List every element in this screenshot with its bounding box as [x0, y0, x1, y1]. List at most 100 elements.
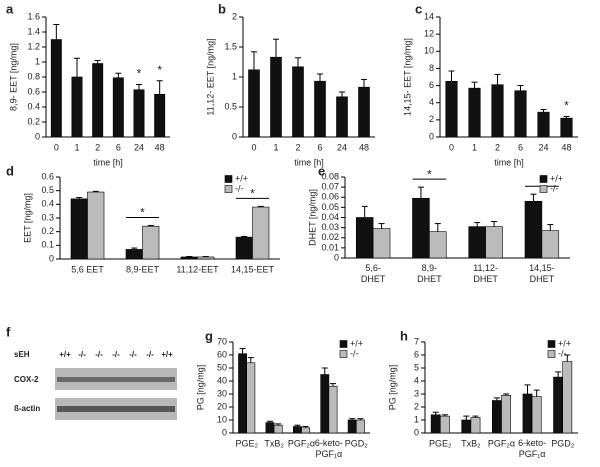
- error-bar: [275, 423, 282, 426]
- error-bar: [295, 57, 301, 67]
- y-tick-label: 0: [49, 253, 54, 263]
- error-bar: [547, 224, 554, 231]
- x-tick-label: 24: [134, 142, 144, 152]
- y-axis-label: 11,12- EET [ng/mg]: [205, 38, 215, 115]
- y-axis-label: EET [ng/mg]: [22, 193, 32, 243]
- error-bar: [555, 371, 562, 378]
- error-bar: [74, 57, 80, 77]
- significance-star: *: [250, 187, 255, 201]
- error-bar: [417, 186, 424, 199]
- bar: [491, 84, 504, 138]
- error-bar: [156, 80, 163, 95]
- error-bar: [533, 389, 540, 397]
- legend-swatch: [224, 185, 233, 193]
- legend-label: +/+: [550, 173, 563, 183]
- error-bar: [357, 418, 364, 420]
- x-tick-label: 5,6 EET: [71, 264, 104, 274]
- error-bar: [76, 197, 83, 199]
- legend-label: -/-: [350, 348, 359, 358]
- error-bar: [251, 51, 257, 70]
- error-bar: [361, 205, 368, 218]
- x-tick-label: 2: [495, 142, 500, 152]
- bar: [470, 417, 481, 434]
- y-axis-label: DHET [ng/mg]: [307, 189, 317, 246]
- y-tick-label: 5: [414, 362, 419, 372]
- bar: [292, 66, 304, 138]
- x-tick-label: 6: [116, 142, 121, 152]
- error-bar: [115, 72, 122, 78]
- y-tick-label: 4: [414, 375, 419, 385]
- x-tick-label: 2: [95, 142, 100, 152]
- x-tick-label: 24: [337, 142, 347, 152]
- error-bar: [266, 420, 273, 423]
- x-tick-label: 0: [449, 142, 454, 152]
- x-tick-label: 6-keto-PGF₁α: [518, 438, 546, 459]
- significance-star: *: [427, 167, 432, 181]
- error-bar: [564, 354, 571, 362]
- bar: [133, 89, 145, 138]
- y-tick-label: 0.04: [321, 212, 339, 222]
- bar: [485, 226, 503, 259]
- error-bar: [136, 84, 142, 90]
- error-bar: [361, 78, 367, 88]
- error-bar: [517, 85, 524, 91]
- bar: [430, 414, 441, 434]
- y-axis-label: PG [ng/mg]: [195, 365, 205, 411]
- error-bar: [471, 81, 478, 89]
- x-tick-label: 0: [54, 142, 59, 152]
- label-line: 6-keto-: [315, 438, 343, 448]
- y-tick-label: 1.5: [224, 41, 237, 51]
- y-tick-label: 0.06: [321, 192, 339, 202]
- error-bar: [330, 383, 337, 387]
- y-tick-label: 12: [424, 29, 434, 39]
- y-tick-label: 1.2: [27, 41, 40, 51]
- panel-label: a: [6, 1, 14, 16]
- bar: [524, 201, 543, 259]
- band-label: ß-actin: [14, 404, 40, 413]
- y-tick-label: 1: [232, 71, 237, 81]
- lane-label: -/-: [112, 350, 120, 359]
- error-bar: [463, 415, 470, 420]
- bar: [501, 394, 511, 434]
- x-tick-label: 8,9-DHET: [417, 263, 442, 284]
- x-tick-label: TxB₂: [264, 438, 284, 448]
- legend-swatch: [224, 175, 233, 183]
- bar: [445, 80, 458, 138]
- bar: [301, 427, 311, 434]
- y-axis-label: 8,9- EET [ng/mg]: [8, 43, 18, 111]
- blot-band: [57, 406, 175, 412]
- y-tick-label: 40: [217, 375, 227, 385]
- label-line: 6-keto-: [518, 438, 546, 448]
- bar: [531, 396, 542, 434]
- error-bar: [247, 357, 254, 363]
- bar: [142, 225, 160, 260]
- error-bar: [302, 426, 309, 428]
- bar: [468, 226, 486, 259]
- y-tick-label: 10: [217, 414, 227, 424]
- bar: [355, 419, 365, 434]
- y-tick-label: 0.4: [27, 101, 40, 111]
- significance-star: *: [140, 206, 145, 220]
- y-tick-label: 7: [414, 336, 419, 346]
- error-bar: [321, 367, 328, 375]
- bar: [439, 415, 450, 434]
- y-tick-label: 1: [414, 414, 419, 424]
- error-bar: [441, 414, 448, 417]
- bar: [70, 198, 88, 260]
- error-bar: [503, 393, 510, 396]
- legend-label: -/-: [235, 183, 244, 193]
- x-axis-label: time [h]: [93, 157, 123, 167]
- bar: [112, 77, 124, 138]
- bar: [429, 231, 447, 259]
- error-bar: [540, 109, 547, 113]
- error-bar: [434, 223, 441, 232]
- y-tick-label: 1: [35, 56, 40, 66]
- label-line: DHET: [361, 274, 386, 284]
- panel-label: c: [415, 1, 422, 16]
- bar: [235, 236, 253, 260]
- y-tick-label: 1.6: [27, 11, 40, 21]
- bar: [492, 400, 502, 434]
- significance-star: *: [157, 63, 162, 77]
- y-tick-label: 2: [429, 114, 434, 124]
